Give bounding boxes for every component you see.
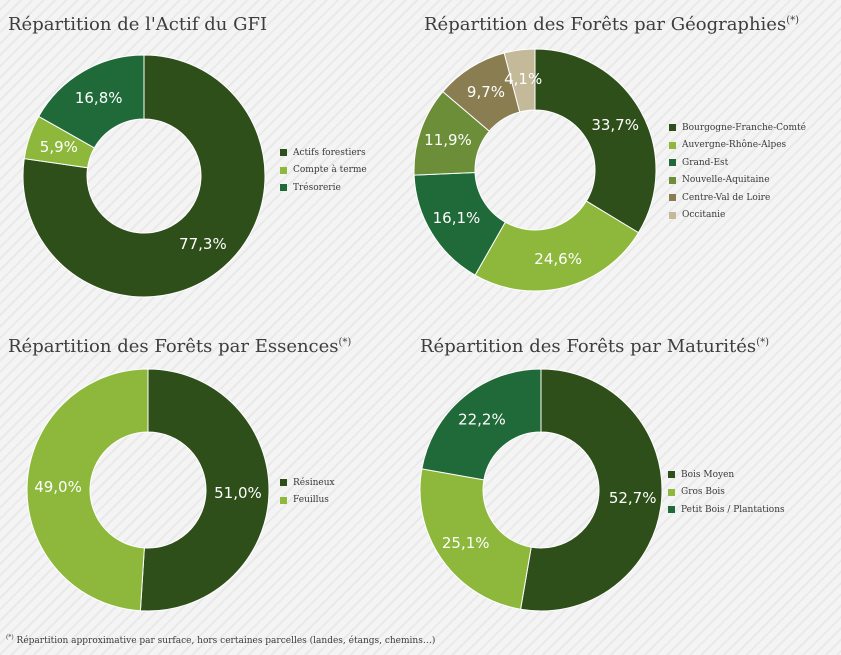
legend-swatch	[669, 211, 676, 219]
chart-title-text: Répartition des Forêts par Géographies	[424, 14, 787, 35]
chart-title-text: Répartition des Forêts par Maturités	[420, 336, 757, 357]
legend-item-centre-val-de-loire: Centre-Val de Loire	[669, 189, 806, 207]
legend-label: Auvergne-Rhône-Alpes	[682, 140, 787, 151]
legend-swatch	[669, 159, 676, 167]
legend-label: Résineux	[293, 477, 335, 488]
data-label-tresorerie: 16,8%	[75, 89, 123, 107]
legend-item-nouvelle-aquitaine: Nouvelle-Aquitaine	[669, 172, 806, 190]
legend-item-resineux: Résineux	[280, 474, 335, 492]
slice-petit-bois-plantations	[421, 368, 542, 481]
slice-occitanie	[503, 48, 536, 113]
legend-swatch	[669, 176, 676, 184]
legend-swatch	[668, 488, 675, 496]
legend-swatch	[280, 496, 287, 504]
legend-label: Grand-Est	[682, 157, 729, 168]
legend-swatch	[280, 479, 287, 487]
legend-item-grand-est: Grand-Est	[669, 154, 806, 172]
legend-item-actifs-forestiers: Actifs forestiers	[280, 144, 367, 162]
data-label-feuillus: 49,0%	[34, 478, 82, 496]
legend-swatch	[669, 124, 676, 132]
slice-feuillus	[26, 368, 149, 612]
legend-label: Feuillus	[293, 495, 329, 506]
legend-label: Occitanie	[682, 210, 726, 221]
footnote: (*) Répartition approximative par surfac…	[6, 634, 435, 646]
data-label-centre-val-de-loire: 9,7%	[467, 83, 505, 101]
legend-swatch	[280, 149, 287, 157]
legend-item-petit-bois-plantations: Petit Bois / Plantations	[668, 501, 785, 519]
chart-title-text: Répartition de l'Actif du GFI	[8, 14, 268, 35]
data-label-auvergne-rhone-alpes: 24,6%	[534, 250, 582, 268]
legend-label: Centre-Val de Loire	[682, 192, 771, 203]
data-label-gros-bois: 25,1%	[442, 534, 490, 552]
slice-gros-bois	[419, 468, 532, 610]
legend-actif: Actifs forestiers Compte à terme Trésoreri…	[280, 144, 367, 197]
footnote-mark: (*)	[6, 634, 14, 641]
title-mark: (*)	[756, 337, 769, 348]
legend-item-bourgogne-franche-comte: Bourgogne-Franche-Comté	[669, 119, 806, 137]
data-label-actifs-forestiers: 77,3%	[179, 235, 227, 253]
legend-essences: Résineux Feuillus	[280, 474, 335, 509]
legend-swatch	[668, 506, 675, 514]
legend-item-occitanie: Occitanie	[669, 207, 806, 225]
legend-swatch	[668, 471, 675, 479]
legend-label: Actifs forestiers	[293, 147, 366, 158]
legend-label: Bourgogne-Franche-Comté	[682, 122, 806, 133]
legend-swatch	[669, 194, 676, 202]
slice-auvergne-rhone-alpes	[474, 200, 640, 292]
slice-bourgogne-franche-comte	[534, 48, 657, 234]
legend-label: Gros Bois	[681, 487, 725, 498]
legend-geographies: Bourgogne-Franche-Comté Auvergne-Rhône-Al…	[669, 119, 806, 224]
legend-item-bois-moyen: Bois Moyen	[668, 466, 785, 484]
legend-maturites: Bois Moyen Gros Bois Petit Bois / Plantati…	[668, 466, 785, 519]
chart-title-text: Répartition des Forêts par Essences	[8, 336, 339, 357]
legend-item-gros-bois: Gros Bois	[668, 484, 785, 502]
chart-title-essences: Répartition des Forêts par Essences(*)	[8, 336, 351, 357]
footnote-text: Répartition approximative par surface, h…	[13, 636, 436, 646]
legend-item-feuillus: Feuillus	[280, 492, 335, 510]
legend-label: Nouvelle-Aquitaine	[682, 175, 770, 186]
slice-tresorerie	[38, 54, 145, 149]
data-label-occitanie: 4,1%	[504, 70, 542, 88]
legend-item-auvergne-rhone-alpes: Auvergne-Rhône-Alpes	[669, 137, 806, 155]
title-mark: (*)	[786, 15, 800, 26]
slice-bois-moyen	[519, 368, 663, 612]
slice-actifs-forestiers	[22, 54, 266, 298]
data-label-resineux: 51,0%	[214, 484, 262, 502]
data-label-petit-bois-plantations: 22,2%	[458, 410, 506, 428]
legend-swatch	[280, 184, 287, 192]
legend-label: Compte à terme	[293, 165, 367, 176]
data-label-grand-est: 16,1%	[433, 209, 481, 227]
legend-label: Bois Moyen	[681, 469, 735, 480]
legend-item-tresorerie: Trésorerie	[280, 179, 367, 197]
slice-resineux	[139, 368, 270, 612]
legend-swatch	[280, 166, 287, 174]
data-label-nouvelle-aquitaine: 11,9%	[424, 131, 472, 149]
legend-item-compte-a-terme: Compte à terme	[280, 162, 367, 180]
chart-title-geographies: Répartition des Forêts par Géographies(*…	[424, 14, 799, 35]
data-label-bourgogne-franche-comte: 33,7%	[591, 116, 639, 134]
chart-title-actif: Répartition de l'Actif du GFI	[8, 14, 267, 35]
data-label-bois-moyen: 52,7%	[609, 489, 657, 507]
legend-label: Trésorerie	[293, 182, 341, 193]
legend-swatch	[669, 141, 676, 149]
data-label-compte-a-terme: 5,9%	[40, 138, 78, 156]
chart-title-maturites: Répartition des Forêts par Maturités(*)	[420, 336, 769, 357]
title-mark: (*)	[338, 337, 352, 348]
legend-label: Petit Bois / Plantations	[681, 504, 785, 515]
